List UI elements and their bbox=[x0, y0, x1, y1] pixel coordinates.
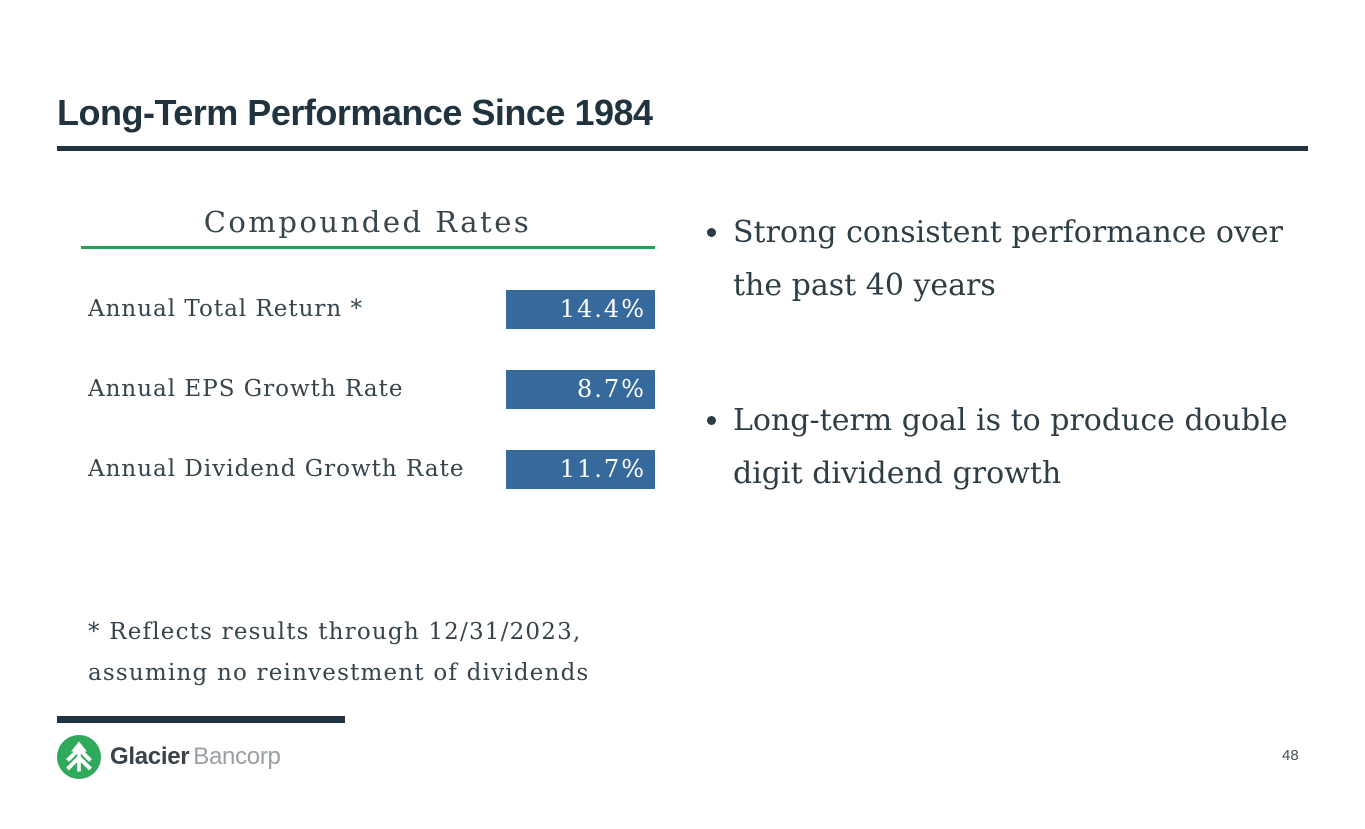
logo-name-secondary: Bancorp bbox=[193, 743, 281, 770]
footer-accent-bar bbox=[57, 716, 345, 723]
page-number: 48 bbox=[1282, 747, 1299, 764]
bullet-line: digit dividend growth bbox=[733, 456, 1062, 491]
company-logo: Glacier Bancorp bbox=[57, 735, 281, 779]
bullet-dot-icon bbox=[707, 416, 716, 425]
bullet-item: Strong consistent performance over the p… bbox=[733, 206, 1333, 312]
bullet-line: Strong consistent performance over bbox=[733, 215, 1284, 250]
rate-row-label: Annual Dividend Growth Rate bbox=[88, 456, 465, 482]
footnote-line: * Reflects results through 12/31/2023, bbox=[88, 619, 582, 645]
rate-row-bar: 14.4% bbox=[506, 290, 655, 329]
title-divider bbox=[57, 146, 1308, 151]
logo-name-primary: Glacier bbox=[110, 743, 190, 770]
rate-row-bar: 8.7% bbox=[506, 370, 655, 409]
page-title: Long-Term Performance Since 1984 bbox=[57, 92, 653, 133]
pine-tree-icon bbox=[57, 735, 101, 779]
rate-row-label: Annual Total Return * bbox=[88, 296, 364, 322]
bullet-item: Long-term goal is to produce double digi… bbox=[733, 394, 1333, 500]
rate-row-label: Annual EPS Growth Rate bbox=[88, 376, 404, 402]
chart-title: Compounded Rates bbox=[203, 205, 532, 239]
bullet-dot-icon bbox=[707, 228, 716, 237]
logo-wordmark: Glacier Bancorp bbox=[110, 743, 281, 771]
rate-row-bar: 11.7% bbox=[506, 450, 655, 489]
footnote: * Reflects results through 12/31/2023, a… bbox=[88, 612, 590, 694]
chart-title-underline bbox=[81, 246, 655, 249]
footnote-line: assuming no reinvestment of dividends bbox=[88, 660, 590, 686]
bullet-line: Long-term goal is to produce double bbox=[733, 403, 1288, 438]
bullet-line: the past 40 years bbox=[733, 268, 996, 303]
